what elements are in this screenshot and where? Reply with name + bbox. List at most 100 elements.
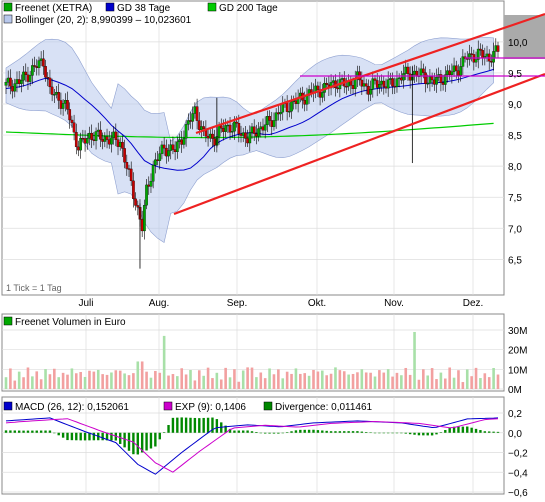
divergence-bar	[334, 431, 337, 433]
volume-bar	[312, 369, 315, 389]
candle-body	[468, 53, 471, 60]
price-y-tick-label: 7,0	[508, 224, 522, 235]
macd-y-tick-label: −0,4	[508, 468, 528, 479]
volume-y-tick-label: 10M	[508, 365, 527, 376]
candle-body	[94, 131, 98, 141]
volume-bar	[105, 374, 109, 389]
candle-body	[454, 65, 458, 71]
macd-y-ticks: 0,2 0,0 −0,2 −0,4 −0,6	[508, 409, 528, 499]
volume-bar	[22, 377, 25, 389]
volume-bar	[294, 368, 298, 389]
candle-body	[114, 131, 118, 140]
candle-body	[208, 133, 212, 139]
candle-body	[279, 111, 282, 115]
volume-bar	[136, 361, 140, 389]
divergence-bar	[329, 431, 333, 433]
price-x-tick-label: Dez.	[463, 298, 484, 309]
candle-body	[31, 65, 34, 76]
candle-body	[184, 124, 188, 139]
candle-body	[443, 74, 447, 85]
candle-body	[406, 66, 410, 75]
volume-bar	[426, 375, 430, 389]
candle-body	[492, 51, 495, 63]
candle-body	[261, 126, 265, 131]
candle-body	[59, 100, 63, 109]
volume-bar	[435, 379, 438, 389]
divergence-bar	[22, 430, 25, 433]
candle-body	[336, 87, 340, 90]
divergence-bar	[338, 431, 342, 433]
candle-body	[485, 53, 489, 57]
candle-body	[237, 123, 241, 135]
volume-bar	[127, 375, 131, 389]
divergence-bar	[17, 430, 21, 433]
divergence-bar	[294, 430, 298, 433]
candle-body	[224, 125, 227, 132]
divergence-bar	[386, 432, 390, 434]
candle-body	[206, 135, 210, 139]
divergence-bar	[263, 432, 267, 434]
volume-bar	[395, 372, 399, 389]
candle-body	[303, 100, 307, 105]
candle-body	[294, 100, 298, 104]
divergence-bar	[136, 432, 139, 455]
candle-body	[160, 144, 164, 154]
candle-body	[61, 103, 65, 109]
price-x-tick-label: Okt.	[308, 298, 326, 309]
candle-body	[270, 120, 274, 127]
candle-body	[459, 66, 463, 76]
candle-body	[167, 150, 170, 157]
candle-body	[353, 79, 357, 89]
divergence-bar	[255, 432, 258, 433]
volume-bar	[277, 369, 280, 389]
candle-body	[246, 138, 249, 144]
volume-bar	[233, 369, 236, 389]
candle-body	[248, 132, 252, 144]
divergence-bar	[158, 432, 161, 440]
candle-body	[305, 95, 309, 105]
price-x-tick-label: Juli	[78, 298, 93, 309]
channel-upper-line	[195, 12, 545, 135]
candle-body	[257, 128, 260, 137]
candle-body	[20, 79, 23, 84]
volume-panel: 0M 10M 20M 30M Freenet Volumen in Euro	[1, 313, 527, 396]
candle-body	[252, 126, 256, 134]
divergence-bar	[452, 426, 456, 433]
candle-body	[180, 139, 184, 145]
tick-note: 1 Tick = 1 Tag	[6, 283, 62, 293]
channel-lower-line	[173, 72, 545, 216]
divergence-bar	[202, 417, 205, 433]
legend-exp: EXP (9): 0,1406	[175, 402, 246, 413]
divergence-bar	[268, 432, 271, 434]
candle-body	[233, 121, 236, 132]
candle-body	[255, 133, 258, 137]
candle-body	[134, 198, 137, 206]
divergence-bar	[395, 432, 399, 434]
divergence-bar	[26, 430, 30, 433]
candle-body	[268, 116, 271, 121]
volume-bar	[356, 372, 359, 389]
candle-body	[70, 119, 74, 123]
candle-body	[474, 59, 478, 63]
candle-body	[448, 70, 452, 75]
divergence-bar	[404, 432, 407, 434]
divergence-bar	[224, 425, 227, 433]
divergence-bar	[299, 429, 302, 433]
volume-bar	[31, 376, 34, 389]
volume-bar	[465, 369, 469, 389]
divergence-bar	[312, 429, 315, 433]
divergence-bar	[242, 430, 245, 433]
candle-body	[79, 138, 83, 151]
divergence-bar	[325, 430, 328, 433]
candle-body	[50, 86, 54, 95]
volume-bar	[228, 377, 232, 389]
candle-body	[52, 94, 56, 96]
divergence-bar	[382, 432, 385, 434]
divergence-bar	[233, 430, 236, 433]
candle-body	[4, 82, 8, 86]
candle-body	[81, 138, 85, 140]
candle-body	[83, 138, 87, 144]
legend-swatch-gd38	[105, 2, 115, 12]
candle-body	[351, 85, 355, 89]
candle-body	[171, 144, 175, 150]
